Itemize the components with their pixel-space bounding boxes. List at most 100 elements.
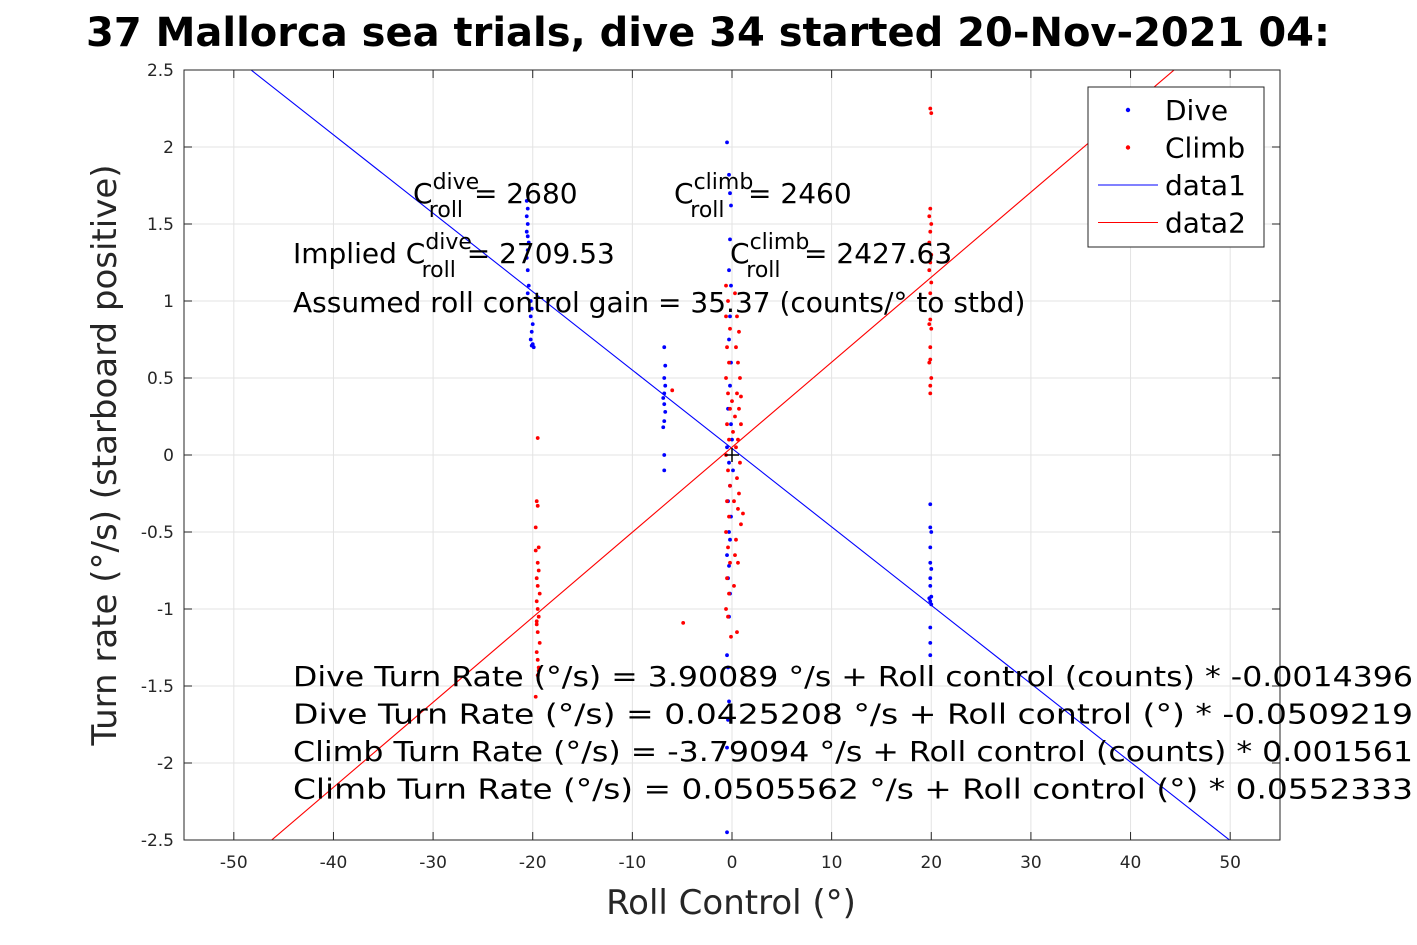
- climb-point: [732, 584, 736, 588]
- dive-point: [529, 343, 534, 348]
- legend-label: Dive: [1165, 94, 1228, 127]
- dive-point: [662, 402, 667, 407]
- climb-point: [929, 252, 934, 257]
- dive-point: [662, 419, 667, 424]
- climb-point: [929, 222, 934, 226]
- climb-point: [728, 560, 732, 565]
- legend-label: data2: [1165, 207, 1246, 240]
- fit-equation: Climb Turn Rate (°/s) = -3.79094 °/s + R…: [293, 735, 1413, 768]
- climb-point: [535, 607, 540, 611]
- dive-point: [929, 530, 934, 534]
- y-tick-label: -0.5: [141, 523, 174, 543]
- dive-point: [524, 255, 529, 260]
- dive-point: [725, 445, 729, 450]
- dive-point: [524, 214, 529, 219]
- fit-equation: Dive Turn Rate (°/s) = 0.0425208 °/s + R…: [293, 698, 1413, 731]
- climb-point: [735, 391, 739, 396]
- dive-point: [725, 830, 729, 835]
- climb-point: [536, 665, 541, 670]
- dive-point: [928, 625, 933, 630]
- climb-point: [733, 553, 737, 557]
- dive-point: [726, 717, 730, 722]
- dive-point: [729, 203, 733, 208]
- dive-point: [526, 240, 531, 245]
- x-tick-label: 10: [821, 853, 843, 873]
- fit-equation: Climb Turn Rate (°/s) = 0.0505562 °/s + …: [293, 773, 1413, 806]
- dive-point: [528, 314, 533, 319]
- climb-point: [534, 650, 539, 655]
- dive-point: [731, 468, 735, 473]
- axes-frame: [183, 69, 1281, 841]
- climb-point: [739, 422, 743, 427]
- y-tick-label: 1.5: [147, 215, 174, 235]
- dive-point: [663, 409, 668, 414]
- climb-point: [929, 376, 934, 380]
- annotations: Cdive roll = 2680 Cclimb roll = 2460 Implied…: [293, 170, 1413, 806]
- dive-point: [662, 376, 667, 380]
- y-tick-label: 2.5: [147, 61, 174, 81]
- dive-point: [529, 306, 534, 311]
- climb-point: [737, 329, 741, 334]
- climb-point: [928, 206, 933, 211]
- x-tick-label: 20: [920, 853, 942, 873]
- climb-point: [733, 414, 737, 419]
- dive-point: [525, 222, 530, 226]
- dive-point: [727, 460, 731, 465]
- climb-point: [535, 657, 540, 662]
- climb-point: [534, 499, 539, 504]
- climb-point: [534, 599, 539, 604]
- climb-point: [737, 491, 741, 496]
- dive-point: [725, 140, 729, 145]
- legend-box: [1087, 86, 1265, 248]
- climb-point: [728, 483, 732, 488]
- dive-point: [928, 545, 933, 550]
- dive-point: [725, 553, 729, 557]
- y-tick-label: 0.5: [147, 369, 174, 389]
- dive-point: [525, 268, 530, 273]
- climb-point: [726, 545, 730, 550]
- dive-point: [525, 291, 530, 296]
- climb-point: [734, 445, 738, 450]
- climb-point: [681, 620, 686, 625]
- climb-point: [733, 291, 737, 296]
- climb-point: [726, 391, 730, 396]
- climb-point: [536, 614, 541, 619]
- climb-point: [927, 214, 932, 219]
- dive-point: [525, 248, 530, 253]
- climb-point: [724, 530, 728, 534]
- dive-point: [728, 237, 732, 242]
- climb-point: [726, 614, 730, 619]
- y-tick-label: -2: [157, 754, 174, 774]
- climb-point: [533, 694, 538, 699]
- y-tick-label: -1.5: [141, 677, 174, 697]
- dive-point: [524, 229, 529, 234]
- implied-c-roll-dive-label: Implied Cdive roll = 2709.53: [293, 230, 615, 283]
- climb-point: [535, 630, 540, 634]
- climb-point: [534, 619, 539, 624]
- x-tick-label: -40: [320, 853, 348, 873]
- dive-point: [728, 537, 732, 542]
- x-tick-label: 50: [1219, 853, 1241, 873]
- dive-point: [728, 191, 732, 196]
- dive-point: [728, 383, 732, 388]
- climb-point: [725, 499, 729, 504]
- climb-point: [724, 283, 728, 288]
- climb-point: [727, 360, 731, 365]
- climb-point: [736, 507, 740, 511]
- climb-point: [928, 391, 933, 396]
- dive-point: [530, 322, 535, 326]
- climb-point: [724, 314, 728, 319]
- dive-point: [662, 345, 667, 350]
- dive-point: [727, 268, 731, 273]
- dive-point: [726, 665, 730, 670]
- climb-point: [928, 260, 933, 265]
- climb-point: [731, 430, 735, 434]
- climb-point: [735, 630, 739, 634]
- dive-point: [727, 563, 731, 568]
- dive-point: [663, 363, 668, 368]
- climb-point: [927, 268, 932, 273]
- dive-point: [928, 640, 933, 645]
- climb-point: [738, 376, 742, 380]
- dive-point: [525, 206, 530, 211]
